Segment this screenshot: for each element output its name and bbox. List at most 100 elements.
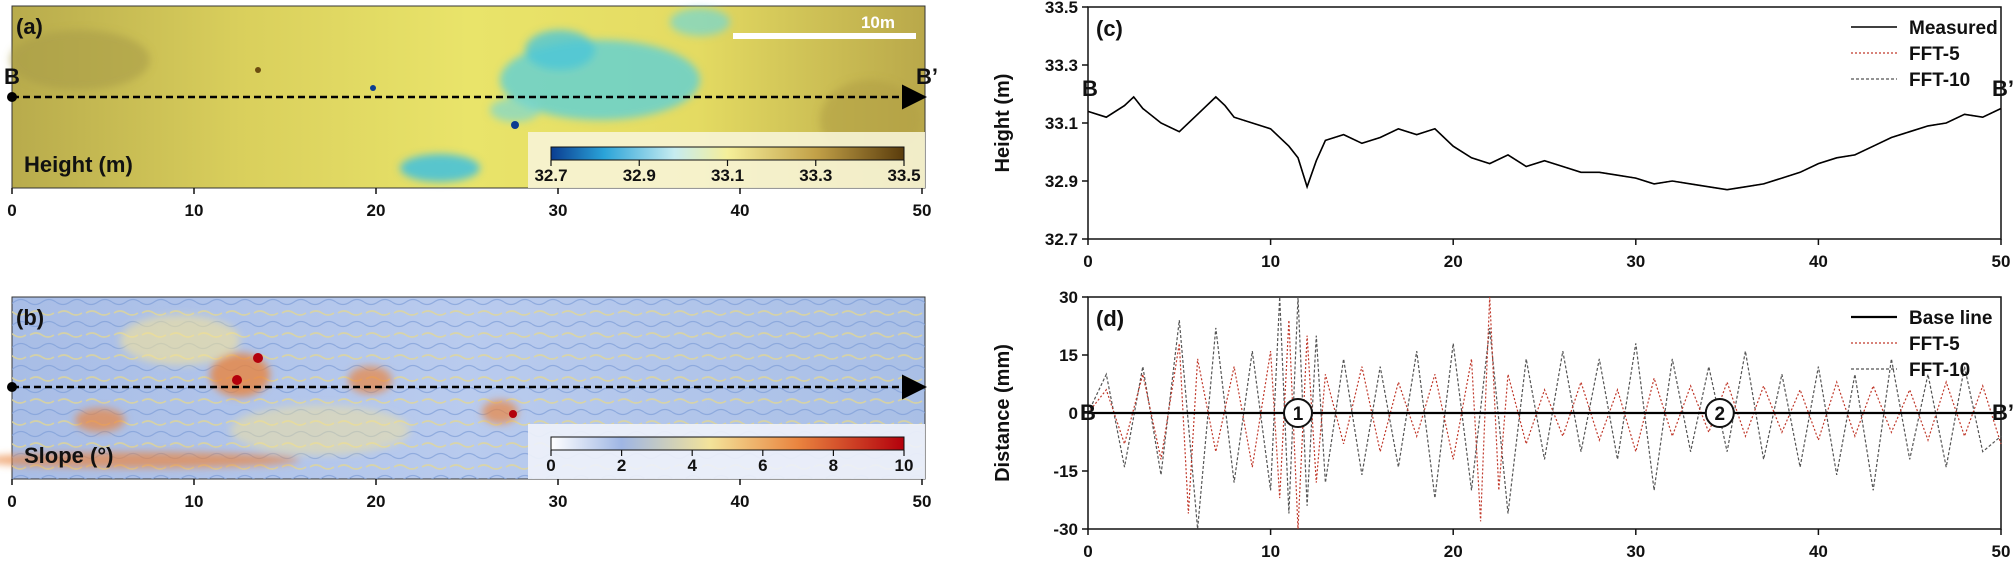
x-tick-label: 50 (913, 201, 932, 220)
x-tick-label: 10 (185, 492, 204, 511)
scale-bar-label: 10m (861, 13, 895, 32)
colorbar-height-ticks: 32.7 32.9 33.1 33.3 33.5 (534, 160, 921, 185)
colorbar-height (550, 146, 905, 161)
series-fft-5-line (1087, 96, 2002, 191)
panel-d-ylabel: Distance (mm) (992, 344, 1014, 482)
panel-c-series (1087, 95, 2002, 191)
panel-b-label: (b) (16, 305, 44, 330)
colorbar-tick-label: 6 (758, 456, 767, 475)
y-tick-label: 15 (1059, 346, 1078, 365)
legend-label: FFT-10 (1909, 70, 1970, 91)
x-tick-label: 0 (7, 201, 16, 220)
panel-b-x-axis: 0 10 20 30 40 50 (7, 479, 931, 511)
x-tick-label: 30 (549, 201, 568, 220)
colorbar-panel-b-background (528, 424, 925, 479)
panel-d-series (1087, 296, 2002, 530)
panel-d-label: (d) (1096, 306, 1124, 331)
y-tick-label: 32.7 (1045, 230, 1078, 249)
colorbar-tick-label: 8 (829, 456, 838, 475)
panel-c-ylabel: Height (m) (992, 74, 1014, 173)
y-tick-label: 0 (1069, 404, 1078, 423)
x-tick-label: 40 (731, 201, 750, 220)
x-tick-label: 20 (1444, 252, 1463, 271)
panel-d-axes: 0 10 20 30 40 50 -30 -15 0 15 30 (1053, 288, 2010, 561)
profile-end-label-a: B’ (916, 64, 938, 89)
x-tick-label: 0 (1083, 542, 1092, 561)
height-map-low-patches (10, 8, 920, 182)
colorbar-height-title: Height (m) (24, 152, 133, 177)
colorbar-tick-label: 33.3 (799, 166, 832, 185)
x-tick-label: 20 (367, 492, 386, 511)
marker-label: 2 (1715, 404, 1726, 425)
profile-end-label-d: B’ (1992, 400, 2014, 425)
x-tick-label: 50 (1992, 542, 2011, 561)
y-tick-label: 30 (1059, 288, 1078, 307)
colorbar-tick-label: 10 (895, 456, 914, 475)
panel-a-label: (a) (16, 14, 43, 39)
colorbar-tick-label: 32.7 (534, 166, 567, 185)
colorbar-slope-ticks: 0 2 4 6 8 10 (546, 450, 913, 475)
x-tick-label: 20 (1444, 542, 1463, 561)
marker-circle (1282, 398, 1313, 428)
panel-c-label: (c) (1096, 16, 1123, 41)
colorbar-tick-label: 2 (617, 456, 626, 475)
panel-c-height-profile: 0 10 20 30 40 50 32.7 32.9 33.1 33.3 33.5 (c) Heig… (992, 0, 2014, 271)
legend-label: FFT-5 (1909, 44, 1960, 65)
x-tick-label: 10 (1261, 542, 1280, 561)
legend-label: Base line (1909, 308, 1992, 329)
series-measured-line (1087, 95, 2002, 191)
colorbar-tick-label: 4 (687, 456, 697, 475)
colorbar-tick-label: 0 (546, 456, 555, 475)
colorbar-slope-title: Slope (°) (24, 443, 113, 468)
panel-a-x-axis: 0 10 20 30 40 50 (7, 188, 931, 220)
marker-label: 1 (1293, 404, 1304, 425)
y-tick-label: 33.5 (1045, 0, 1078, 17)
series-fft-5-line (1087, 296, 2002, 530)
colorbar-tick-label: 32.9 (623, 166, 656, 185)
colorbar-tick-label: 33.1 (711, 166, 744, 185)
profile-start-label-c: B (1082, 76, 1098, 101)
profile-start-label-a: B (4, 64, 20, 89)
x-tick-label: 10 (1261, 252, 1280, 271)
marker-circle (1704, 398, 1735, 428)
x-tick-label: 40 (1809, 252, 1828, 271)
plot-area-c (1087, 6, 2002, 240)
x-tick-label: 0 (7, 492, 16, 511)
y-tick-label: 32.9 (1045, 172, 1078, 191)
x-tick-label: 30 (1626, 252, 1645, 271)
x-tick-label: 30 (1626, 542, 1645, 561)
legend-label: FFT-5 (1909, 334, 1960, 355)
profile-end-label-c: B’ (1992, 76, 2014, 101)
x-tick-label: 50 (913, 492, 932, 511)
colorbar-slope (550, 436, 905, 451)
profile-start-label-d: B (1080, 400, 1096, 425)
x-tick-label: 40 (731, 492, 750, 511)
x-tick-label: 30 (549, 492, 568, 511)
panel-a-height-map: 10m (a) Height (m) B B’ 32.7 32.9 33.1 33.3… (4, 5, 938, 220)
x-tick-label: 40 (1809, 542, 1828, 561)
colorbar-tick-label: 33.5 (887, 166, 920, 185)
series-fft-10-line (1087, 296, 2002, 530)
panel-b-slope-map: (b) Slope (°) 0 2 4 6 8 10 0 10 20 30 40 50 (0, 296, 931, 511)
x-tick-label: 20 (367, 201, 386, 220)
y-tick-label: 33.1 (1045, 114, 1078, 133)
x-tick-label: 0 (1083, 252, 1092, 271)
profile-start-dot-b (7, 382, 17, 392)
panel-c-legend: Measured FFT-5 FFT-10 (1851, 18, 1998, 91)
slope-map-hotspots (0, 315, 518, 468)
panel-c-axes: 0 10 20 30 40 50 32.7 32.9 33.1 33.3 33.5 (1045, 0, 2011, 271)
scale-bar (733, 33, 916, 39)
x-tick-label: 50 (1992, 252, 2011, 271)
legend-label: Measured (1909, 18, 1998, 39)
legend-label: FFT-10 (1909, 360, 1970, 381)
x-tick-label: 10 (185, 201, 204, 220)
series-fft-10-line (1087, 96, 2002, 191)
profile-start-dot-a (7, 92, 17, 102)
y-tick-label: -15 (1053, 462, 1078, 481)
y-tick-label: 33.3 (1045, 56, 1078, 75)
panel-d-legend: Base line FFT-5 FFT-10 (1851, 308, 1992, 381)
y-tick-label: -30 (1053, 520, 1078, 539)
